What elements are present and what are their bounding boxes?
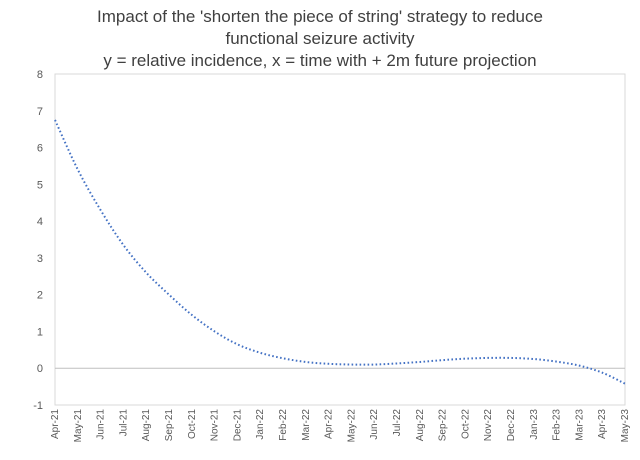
x-tick-label: Apr-22 — [324, 409, 335, 439]
x-tick-label: May-22 — [346, 409, 357, 443]
chart-title-line-2: functional seizure activity — [225, 29, 415, 48]
y-tick-label: 1 — [37, 326, 43, 338]
x-tick-label: Jul-21 — [118, 409, 129, 437]
x-tick-label: May-23 — [620, 409, 631, 443]
y-tick-label: 4 — [37, 216, 43, 228]
x-tick-label: Jan-23 — [529, 409, 540, 440]
x-tick-label: Jan-22 — [255, 409, 266, 440]
x-tick-label: Aug-21 — [141, 409, 152, 442]
plot-area — [54, 73, 626, 406]
y-tick-label: 5 — [37, 179, 43, 191]
x-tick-label: Jun-21 — [96, 409, 107, 440]
x-tick-label: Nov-21 — [210, 409, 221, 442]
series-group — [54, 119, 626, 385]
y-tick-label: 6 — [37, 143, 43, 155]
y-tick-label: 2 — [37, 290, 43, 302]
x-tick-label: Oct-22 — [460, 409, 471, 439]
x-tick-label: May-21 — [73, 409, 84, 443]
y-tick-label: 0 — [37, 363, 43, 375]
x-tick-label: Apr-21 — [50, 409, 61, 439]
x-tick-label: Sep-21 — [164, 409, 175, 442]
x-tick-label: Dec-21 — [232, 409, 243, 442]
chart-title: Impact of the 'shorten the piece of stri… — [0, 6, 640, 72]
y-tick-label: 8 — [37, 69, 43, 81]
series-line — [54, 119, 626, 385]
y-tick-label: 3 — [37, 253, 43, 265]
chart-title-line-1: Impact of the 'shorten the piece of stri… — [97, 7, 543, 26]
x-tick-label: Oct-21 — [187, 409, 198, 439]
x-tick-label: Sep-22 — [438, 409, 449, 442]
y-axis: -1 0 1 2 3 4 5 6 7 8 — [33, 69, 43, 412]
x-tick-label: Mar-23 — [574, 409, 585, 441]
x-tick-label: Aug-22 — [415, 409, 426, 442]
x-tick-label: Nov-22 — [483, 409, 494, 442]
x-tick-label: Feb-22 — [278, 409, 289, 441]
x-tick-label: Jun-22 — [369, 409, 380, 440]
x-tick-label: Mar-22 — [301, 409, 312, 441]
y-tick-label: 7 — [37, 106, 43, 118]
x-tick-label: Apr-23 — [597, 409, 608, 439]
x-tick-label: Feb-23 — [552, 409, 563, 441]
x-axis: Apr-21 May-21 Jun-21 Jul-21 Aug-21 Sep-21 Oct-… — [50, 409, 631, 443]
x-tick-label: Dec-22 — [506, 409, 517, 442]
x-tick-label: Jul-22 — [392, 409, 403, 437]
y-tick-label: -1 — [33, 400, 43, 412]
chart-title-line-3: y = relative incidence, x = time with + … — [103, 51, 537, 70]
